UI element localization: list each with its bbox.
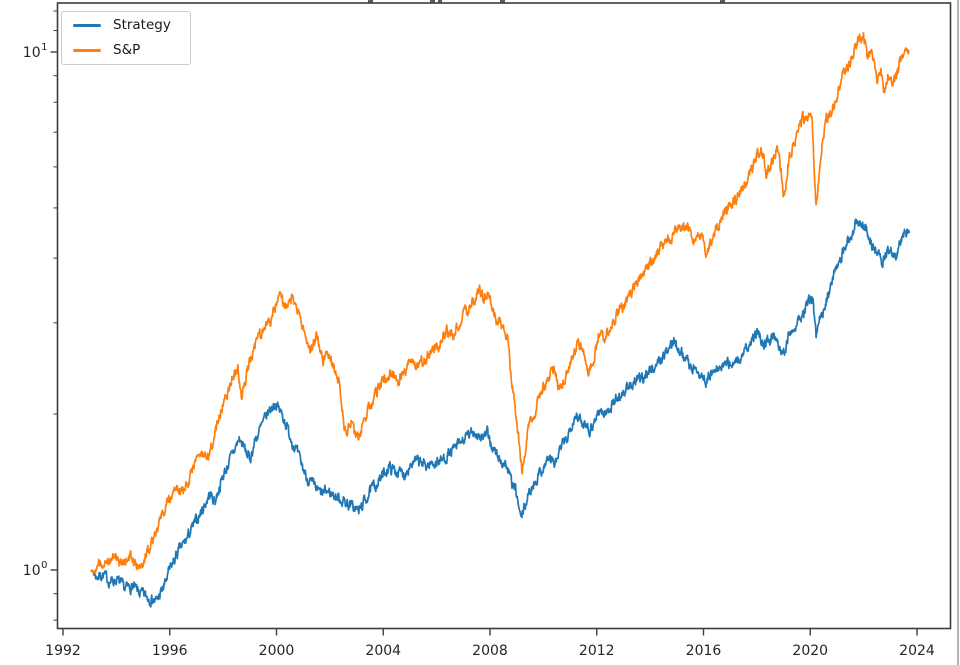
x-tick-label: 1996 <box>151 642 188 659</box>
legend-box[interactable]: Strategy S&P <box>61 11 191 65</box>
legend-label-strategy: Strategy <box>113 16 171 33</box>
x-tick-label: 1992 <box>45 642 81 659</box>
y-tick-label: 100 <box>22 560 48 579</box>
x-tick-label: 2000 <box>258 642 295 659</box>
x-tick-label: 2012 <box>578 642 615 659</box>
y-tick-label: 101 <box>22 42 48 61</box>
x-tick-label: 2024 <box>899 642 935 659</box>
clipped-title-descender <box>720 0 725 3</box>
sp-line-swatch <box>73 49 101 52</box>
legend-entry-strategy: Strategy <box>73 17 182 35</box>
clipped-title-descender <box>438 0 442 3</box>
x-tick-label: 2004 <box>365 642 402 659</box>
window-edge <box>956 0 959 665</box>
x-tick-label: 2008 <box>472 642 508 659</box>
legend-label-sp: S&P <box>113 41 141 58</box>
x-tick-label: 2020 <box>792 642 829 659</box>
strategy-line-swatch <box>73 24 101 27</box>
clipped-title-descender <box>500 0 505 3</box>
clipped-title-descender <box>368 0 373 3</box>
legend-entry-sp: S&P <box>73 42 182 60</box>
clipped-title-descender <box>430 0 435 3</box>
x-tick-label: 2016 <box>685 642 722 659</box>
